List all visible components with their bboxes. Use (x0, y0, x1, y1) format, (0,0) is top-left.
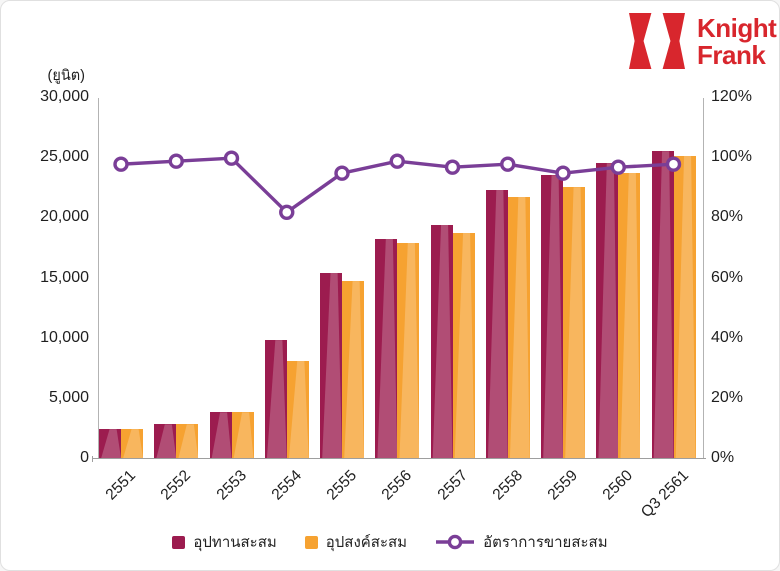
right-axis-tick-label: 80% (711, 208, 744, 226)
sales-rate-marker-2556 (389, 153, 405, 169)
brand-line1: Knight (697, 13, 777, 43)
legend-item-supply: อุปทานสะสม (172, 530, 277, 554)
bar-demand-2558 (507, 196, 530, 458)
left-axis-tick-label: 30,000 (40, 88, 89, 105)
bar-demand-2554 (286, 360, 309, 458)
sales-rate-line-icon (436, 534, 475, 550)
x-axis-tick-label: 2551 (102, 467, 140, 504)
bar-supply-2551 (99, 429, 121, 458)
sales-rate-marker-2558 (500, 156, 516, 172)
legend-label-demand: อุปสงค์สะสม (325, 534, 408, 551)
sales-rate-marker-Q3 2561 (665, 156, 682, 172)
left-axis-tick-label: 5,000 (48, 388, 89, 406)
sales-rate-marker-2551 (113, 156, 129, 172)
right-axis-spine (703, 98, 704, 459)
plot-area (92, 98, 706, 462)
bar-supply-2553 (209, 412, 232, 458)
bar-demand-2556 (397, 242, 420, 458)
bar-demand-2555 (342, 281, 364, 458)
bar-supply-2560 (596, 163, 619, 458)
bar-demand-Q3 2561 (673, 156, 696, 458)
brand-line2: Frank (697, 40, 766, 71)
knight-frank-wordmark: Knight Frank (697, 13, 777, 71)
bar-supply-2552 (154, 424, 177, 458)
bar-supply-2554 (264, 340, 287, 458)
x-axis-spine (92, 458, 706, 459)
bar-supply-2559 (541, 175, 563, 458)
left-axis-tick-label: 0 (80, 449, 89, 466)
left-axis-tick-label: 10,000 (40, 328, 89, 346)
right-axis-tick-label: 120% (711, 88, 752, 105)
supply-swatch-icon (172, 535, 186, 549)
bar-demand-2551 (121, 429, 143, 458)
origin-tick (92, 456, 93, 462)
left-axis-tick-label: 25,000 (40, 148, 89, 166)
knight-frank-mark-icon (629, 13, 685, 69)
bar-supply-2557 (430, 224, 453, 458)
bar-demand-2552 (176, 424, 199, 458)
right-axis-tick-label: 100% (711, 148, 752, 166)
bar-demand-2553 (231, 412, 254, 458)
sales-rate-line (113, 150, 682, 221)
sales-rate-marker-2552 (168, 153, 184, 169)
knight-frank-logo: Knight Frank (629, 13, 777, 71)
sales-rate-marker-2560 (610, 159, 626, 175)
sales-rate-marker-2555 (334, 165, 350, 181)
bar-demand-2557 (452, 233, 475, 458)
right-axis-tick-label: 0% (711, 449, 735, 466)
right-axis-tick-label: 60% (711, 268, 744, 286)
left-axis-tick-label: 20,000 (40, 208, 89, 226)
bar-supply-2555 (320, 272, 342, 458)
legend-label-supply: อุปทานสะสม (193, 534, 277, 551)
bar-demand-2560 (618, 172, 641, 458)
legend-item-demand: อุปสงค์สะสม (304, 530, 408, 554)
right-axis-tick-label: 20% (711, 388, 744, 406)
legend-label-sales-rate: อัตราการขายสะสม (483, 534, 608, 551)
demand-swatch-icon (304, 535, 318, 549)
sales-rate-marker-2554 (279, 204, 295, 221)
bar-demand-2559 (563, 187, 585, 458)
left-axis-tick-label: 15,000 (40, 268, 89, 286)
left-axis-unit-label: (ยูนิต) (47, 68, 85, 84)
bar-supply-Q3 2561 (651, 151, 674, 458)
bar-supply-2556 (375, 239, 398, 458)
legend: อุปทานสะสม อุปสงค์สะสม อัตราการขายสะสม (1, 530, 779, 554)
legend-item-sales-rate: อัตราการขายสะสม (435, 530, 608, 554)
sales-rate-marker-2557 (444, 159, 461, 175)
bar-supply-2558 (485, 189, 508, 458)
sales-rate-marker-2559 (555, 165, 571, 181)
right-axis-tick-label: 40% (711, 328, 744, 346)
left-axis-spine (98, 98, 99, 459)
sales-rate-marker-2553 (223, 150, 240, 166)
